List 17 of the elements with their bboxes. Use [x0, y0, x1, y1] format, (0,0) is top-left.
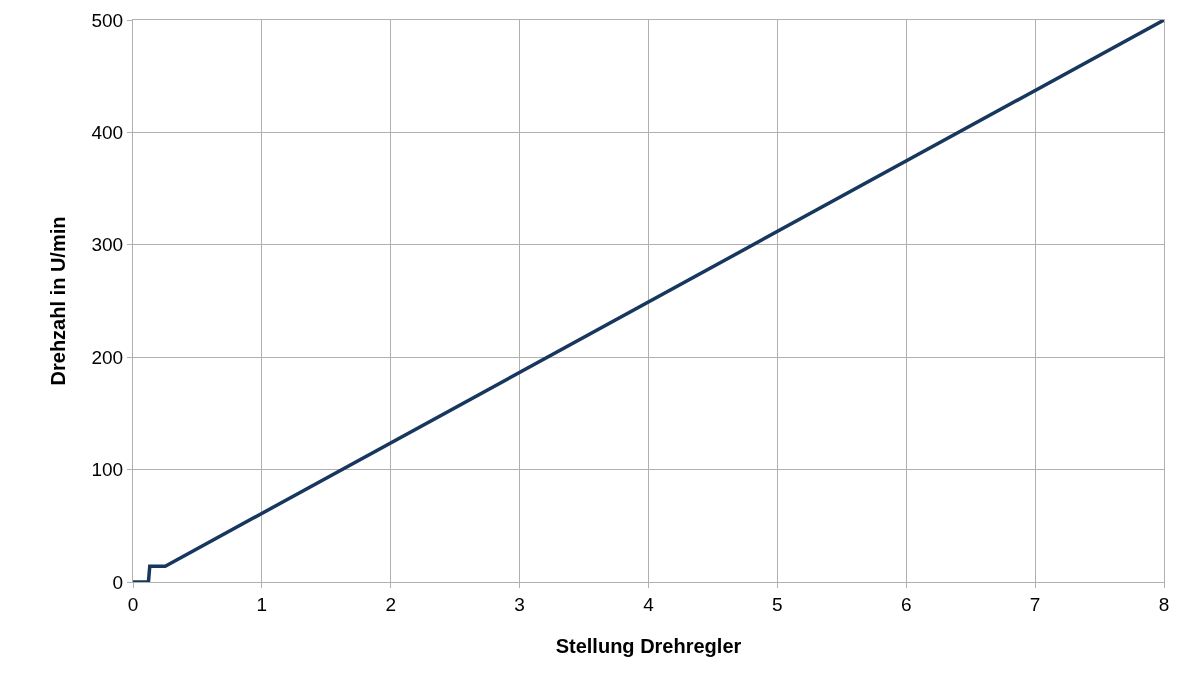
- y-tick-label: 100: [91, 459, 124, 481]
- x-tick-label: 3: [514, 593, 525, 615]
- x-tick-label: 4: [643, 593, 655, 615]
- x-tick-label: 7: [1029, 593, 1041, 615]
- y-tick-label: 400: [91, 122, 124, 144]
- x-tick-label: 5: [772, 593, 783, 615]
- y-tick-label: 300: [91, 234, 124, 256]
- x-tick-label: 1: [256, 593, 268, 615]
- x-tick-label: 2: [385, 593, 397, 615]
- y-tick-label: 0: [112, 571, 124, 593]
- y-tick-label: 200: [91, 346, 124, 368]
- x-tick-label: 0: [127, 593, 139, 615]
- y-axis-title: Drehzahl in U/min: [47, 216, 69, 386]
- y-tick-label: 500: [91, 9, 124, 31]
- x-axis-title: Stellung Drehregler: [555, 635, 742, 658]
- x-tick-label: 6: [900, 593, 912, 615]
- x-tick-label: 8: [1158, 593, 1170, 615]
